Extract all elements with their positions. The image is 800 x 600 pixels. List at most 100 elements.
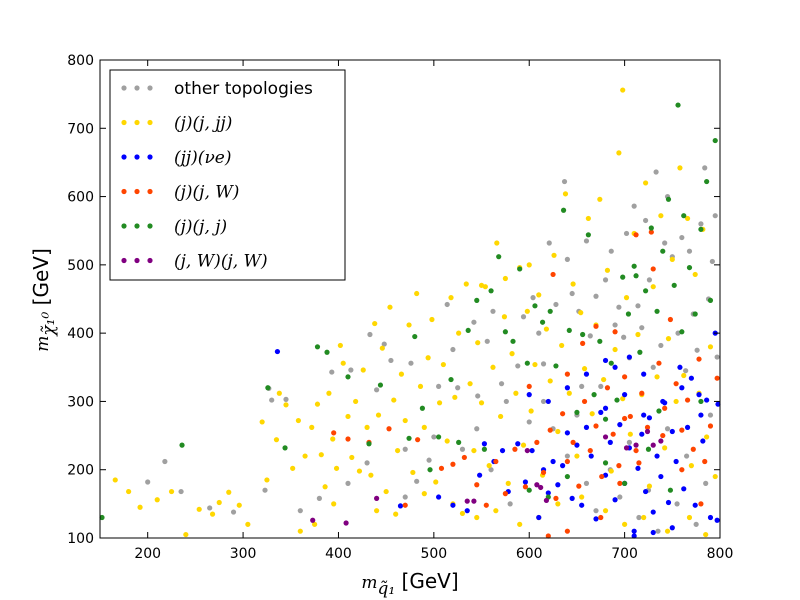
scatter-point [669, 525, 675, 531]
scatter-point [493, 508, 499, 514]
scatter-point [620, 396, 626, 402]
scatter-point [522, 479, 529, 485]
scatter-point [564, 430, 570, 436]
scatter-point [269, 397, 275, 403]
scatter-point [290, 465, 296, 471]
scatter-point [456, 439, 462, 445]
scatter-point [681, 213, 687, 219]
legend-marker [134, 119, 140, 126]
scatter-point [566, 327, 572, 334]
scatter-point [712, 473, 718, 480]
scatter-point [230, 509, 237, 515]
scatter-point [282, 445, 288, 451]
scatter-point [550, 458, 556, 465]
scatter-point [646, 483, 653, 489]
scatter-point [679, 427, 685, 433]
scatter-point [646, 415, 653, 421]
scatter-point [483, 502, 489, 508]
scatter-point [431, 434, 437, 440]
scatter-point [471, 447, 477, 454]
scatter-point [545, 398, 551, 405]
scatter-point [534, 439, 540, 445]
legend-marker [147, 85, 153, 91]
scatter-point [515, 441, 521, 447]
scatter-point [297, 508, 303, 514]
legend-marker [147, 154, 153, 160]
legend-marker [147, 188, 153, 195]
scatter-point [576, 483, 582, 489]
scatter-point [375, 412, 382, 418]
scatter-point [501, 314, 508, 320]
scatter-point [360, 367, 366, 373]
scatter-point [450, 461, 456, 467]
scatter-point [627, 413, 633, 420]
scatter-point [438, 465, 445, 471]
scatter-point [459, 446, 466, 452]
scatter-point [617, 494, 623, 500]
scatter-point [658, 342, 664, 349]
scatter-point [704, 434, 710, 440]
scatter-point [324, 349, 330, 355]
scatter-point [579, 383, 585, 390]
scatter-point [583, 371, 590, 377]
x-tick-label: 400 [325, 546, 352, 562]
scatter-point [626, 439, 632, 445]
scatter-point [612, 329, 618, 335]
scatter-point [314, 344, 321, 350]
scatter-point [633, 232, 639, 238]
scatter-point [664, 426, 671, 432]
y-axis-label-math: m [33, 336, 53, 352]
y-axis-label-sub: χ̃₁⁰ [39, 312, 59, 337]
scatter-point [436, 400, 443, 406]
scatter-point [671, 282, 677, 288]
scatter-point [356, 468, 363, 474]
x-axis-label-sub: q̃₁ [377, 579, 395, 599]
scatter-point [333, 465, 340, 471]
scatter-point [655, 528, 661, 534]
scatter-point [459, 510, 466, 517]
scatter-point [397, 503, 404, 509]
legend-marker [121, 119, 127, 126]
scatter-point [593, 508, 599, 514]
scatter-point [481, 441, 487, 447]
scatter-point [309, 424, 315, 430]
scatter-point [262, 487, 268, 493]
scatter-point [467, 381, 473, 387]
legend-items: other topologies (j)(j, jj) (jj)(νe) (j)(j,… [121, 79, 313, 272]
scatter-point [566, 390, 572, 396]
scatter-point [481, 446, 487, 452]
scatter-point [526, 262, 532, 268]
scatter-point [679, 234, 685, 241]
scatter-point [631, 533, 637, 539]
scatter-point [698, 398, 704, 405]
scatter-point [587, 333, 593, 339]
scatter-point [126, 488, 132, 495]
scatter-point [654, 453, 660, 459]
scatter-point [316, 495, 322, 501]
scatter-point [551, 252, 557, 258]
scatter-point [692, 271, 698, 278]
scatter-point [636, 514, 642, 521]
x-tick-label: 500 [420, 546, 447, 562]
legend-marker [134, 154, 140, 160]
scatter-point [419, 405, 425, 411]
scatter-point [593, 323, 599, 329]
scatter-point [677, 364, 683, 370]
scatter-point [579, 502, 585, 508]
scatter-point [475, 393, 481, 399]
scatter-point [391, 397, 397, 403]
scatter-point [639, 390, 645, 396]
scatter-point [707, 297, 714, 303]
scatter-point [490, 364, 496, 370]
scatter-point [502, 491, 508, 497]
scatter-point [635, 465, 641, 471]
scatter-point [665, 336, 672, 342]
scatter-point [612, 364, 618, 370]
scatter-point [692, 502, 698, 508]
scatter-point [591, 392, 597, 398]
legend-label: (jj)(νe) [174, 148, 231, 168]
scatter-point [264, 477, 270, 483]
scatter-point [602, 416, 609, 422]
scatter-point [579, 494, 585, 500]
scatter-point [675, 102, 681, 108]
